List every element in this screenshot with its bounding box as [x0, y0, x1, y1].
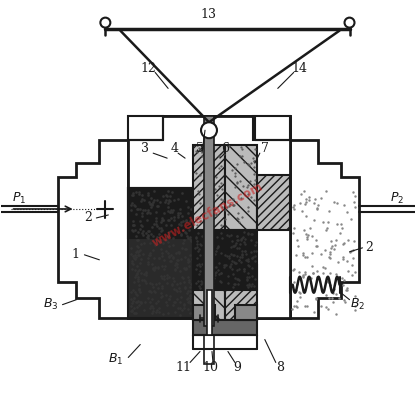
Text: 12: 12	[140, 62, 156, 75]
Bar	[193, 320, 257, 335]
Circle shape	[100, 18, 110, 28]
Bar	[207, 290, 212, 335]
Text: 14: 14	[292, 62, 308, 75]
Text: 3: 3	[141, 142, 149, 155]
Bar	[128, 188, 193, 238]
Text: www.elecfans.com: www.elecfans.com	[150, 180, 266, 250]
Text: $P_2$: $P_2$	[390, 190, 404, 206]
Bar	[128, 116, 163, 140]
Bar	[193, 265, 225, 320]
Text: 10: 10	[202, 361, 218, 374]
Text: 7: 7	[261, 142, 269, 155]
Text: 4: 4	[171, 142, 179, 155]
Text: 1: 1	[72, 248, 79, 261]
Text: $B_1$: $B_1$	[108, 352, 123, 367]
Text: 2: 2	[366, 241, 374, 254]
Bar	[204, 116, 214, 326]
Text: $B_3$: $B_3$	[43, 297, 58, 312]
Circle shape	[201, 122, 217, 138]
Text: 11: 11	[175, 361, 191, 374]
Bar	[128, 188, 193, 318]
Text: $P_1$: $P_1$	[12, 190, 26, 206]
Bar	[225, 145, 257, 230]
Text: 8: 8	[276, 361, 284, 374]
Text: 5: 5	[196, 142, 204, 155]
Bar	[253, 116, 290, 140]
Bar	[225, 265, 257, 320]
Bar	[257, 175, 290, 230]
Text: 9: 9	[233, 361, 241, 374]
Bar	[193, 230, 257, 290]
Bar	[193, 305, 215, 320]
Bar	[128, 116, 290, 318]
Bar	[235, 305, 257, 320]
Text: 2: 2	[84, 211, 92, 224]
Bar	[193, 145, 225, 230]
Bar	[204, 335, 214, 364]
Polygon shape	[290, 116, 359, 318]
Text: 6: 6	[221, 142, 229, 155]
Text: $B_2$: $B_2$	[350, 297, 365, 312]
Polygon shape	[57, 116, 128, 318]
Circle shape	[344, 18, 354, 28]
Bar	[128, 116, 290, 318]
Text: 13: 13	[200, 8, 216, 21]
